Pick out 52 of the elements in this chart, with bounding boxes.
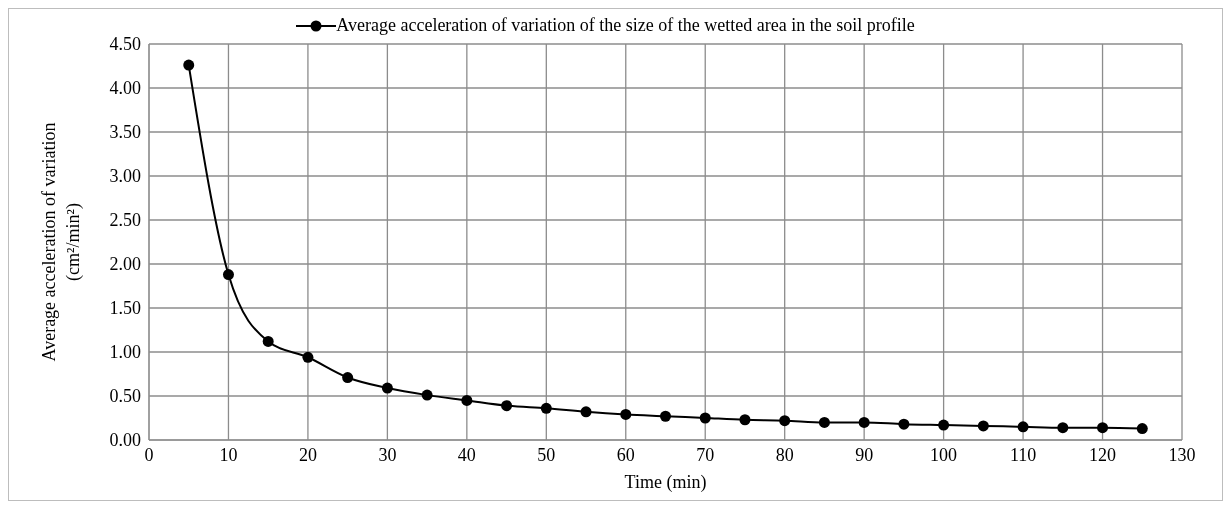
point <box>580 406 592 418</box>
x-tick-label: 80 <box>775 444 794 465</box>
y-tick-label: 2.50 <box>109 210 141 231</box>
point <box>620 408 632 420</box>
point <box>1097 422 1109 434</box>
point <box>858 416 870 428</box>
point <box>540 402 552 414</box>
legend-label: Average acceleration of variation of the size of the wetted area in the soil profile <box>336 15 915 36</box>
point <box>699 412 711 424</box>
y-tick-label: 3.00 <box>109 166 141 187</box>
point <box>1136 423 1148 435</box>
point <box>898 418 910 430</box>
point <box>342 372 354 384</box>
y-tick-label: 2.00 <box>109 254 141 275</box>
x-tick-label: 30 <box>378 444 397 465</box>
x-axis-title: Time (min) <box>624 472 707 493</box>
x-tick-label: 60 <box>616 444 635 465</box>
point <box>977 420 989 432</box>
point <box>501 400 513 412</box>
y-axis-title: Average acceleration of variation (cm²/min²) <box>39 122 84 362</box>
x-tick-label: 110 <box>1009 444 1037 465</box>
x-tick-label: 0 <box>144 444 154 465</box>
x-tick-label: 100 <box>930 444 958 465</box>
x-tick-label: 50 <box>537 444 556 465</box>
y-tick-label: 4.00 <box>109 78 141 99</box>
point <box>222 269 234 281</box>
point <box>938 419 950 431</box>
x-tick-label: 70 <box>696 444 715 465</box>
point <box>381 382 393 394</box>
x-tick-label: 120 <box>1089 444 1117 465</box>
y-tick-label: 1.00 <box>109 342 141 363</box>
y-tick-label: 1.50 <box>109 298 141 319</box>
x-tick-label: 90 <box>855 444 874 465</box>
point <box>302 351 314 363</box>
point <box>461 394 473 406</box>
point <box>1017 421 1029 433</box>
x-tick-label: 10 <box>219 444 238 465</box>
y-tick-label: 3.50 <box>109 122 141 143</box>
point <box>183 59 195 71</box>
point <box>262 335 274 347</box>
point <box>421 389 433 401</box>
point <box>739 414 751 426</box>
point <box>660 410 671 422</box>
x-tick-label: 130 <box>1168 444 1196 465</box>
x-tick-label: 40 <box>457 444 476 465</box>
x-tick-label: 20 <box>298 444 317 465</box>
y-tick-label: 0.50 <box>109 386 141 407</box>
point <box>818 416 830 428</box>
y-tick-label: 4.50 <box>109 34 141 55</box>
y-tick-label: 0.00 <box>109 430 141 451</box>
point <box>779 415 791 427</box>
point <box>1057 422 1069 434</box>
